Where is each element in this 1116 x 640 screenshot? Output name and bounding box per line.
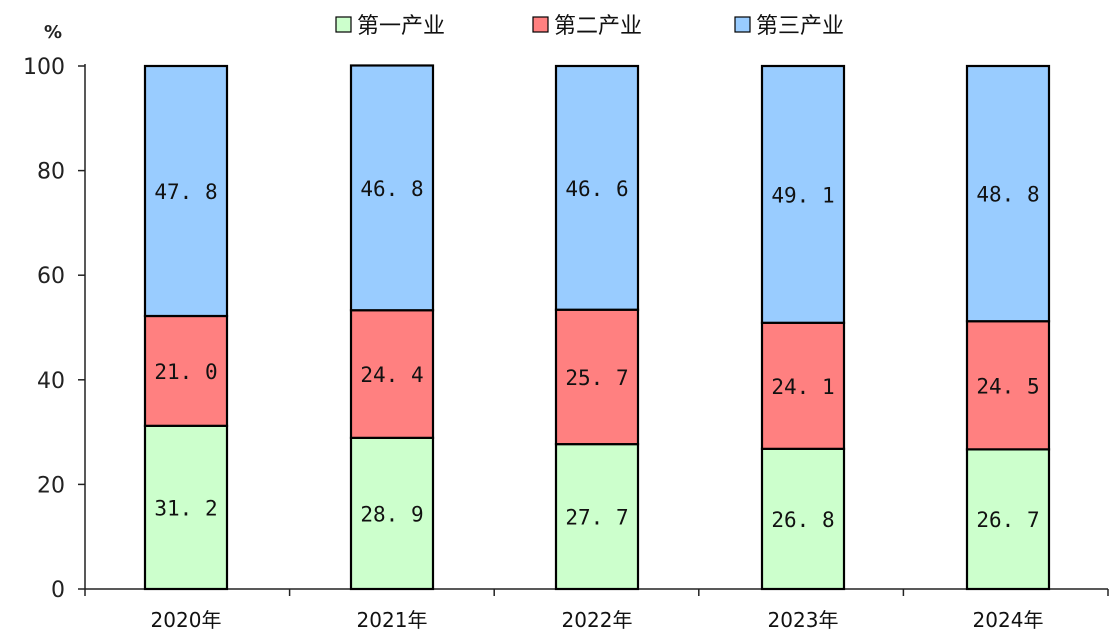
bar-segment bbox=[760, 447, 846, 591]
data-label: 25. 7 bbox=[565, 366, 628, 390]
bar-segment bbox=[760, 64, 846, 324]
bar-segment bbox=[349, 64, 435, 312]
bar-segment bbox=[965, 64, 1051, 323]
data-label: 31. 2 bbox=[154, 496, 217, 520]
y-axis: 0 20 40 60 80 100 bbox=[23, 55, 86, 603]
bar-segment bbox=[554, 308, 640, 446]
data-label: 24. 4 bbox=[360, 363, 423, 387]
data-label: 46. 6 bbox=[565, 177, 628, 201]
bar-segment bbox=[965, 448, 1051, 591]
x-tick-label: 2024年 bbox=[973, 608, 1044, 632]
data-label: 26. 8 bbox=[771, 508, 834, 532]
data-label: 49. 1 bbox=[771, 183, 834, 207]
x-tick-label: 2023年 bbox=[768, 608, 839, 632]
y-tick-label: 60 bbox=[37, 264, 65, 289]
data-label: 47. 8 bbox=[154, 180, 217, 204]
legend-label: 第二产业 bbox=[554, 14, 642, 39]
bar-segment bbox=[349, 309, 435, 439]
data-label: 26. 7 bbox=[976, 508, 1039, 532]
data-label: 28. 9 bbox=[360, 502, 423, 526]
bars: 31. 2 21. 0 47. 8 28. 9 24. 4 46. 8 27. 7 25. 7… bbox=[143, 64, 1051, 591]
x-tick-label: 2022年 bbox=[562, 608, 633, 632]
y-tick-label: 100 bbox=[23, 55, 65, 80]
data-label: 27. 7 bbox=[565, 506, 628, 530]
legend-swatch bbox=[532, 16, 549, 33]
bar-segment bbox=[349, 436, 435, 591]
x-axis: 2020年 2021年 2022年 2023年 2024年 bbox=[84, 588, 1109, 632]
data-label: 48. 8 bbox=[976, 183, 1039, 207]
x-tick-label: 2021年 bbox=[357, 608, 428, 632]
bar-segment bbox=[143, 314, 229, 427]
y-unit-label: % bbox=[44, 22, 62, 43]
x-tick-label: 2020年 bbox=[151, 608, 222, 632]
bar-segment bbox=[965, 320, 1051, 451]
bar-segment bbox=[143, 64, 229, 318]
legend-swatch bbox=[335, 16, 352, 33]
y-tick-label: 40 bbox=[37, 369, 65, 394]
y-tick-label: 80 bbox=[37, 160, 65, 185]
data-label: 21. 0 bbox=[154, 360, 217, 384]
legend-label: 第三产业 bbox=[756, 14, 844, 39]
data-label: 24. 1 bbox=[771, 375, 834, 399]
bar-segment bbox=[554, 443, 640, 591]
legend: 第一产业 第二产业 第三产业 bbox=[335, 14, 844, 39]
data-label: 46. 8 bbox=[360, 177, 423, 201]
bar-segment bbox=[760, 321, 846, 450]
legend-label: 第一产业 bbox=[357, 14, 445, 39]
y-tick-label: 0 bbox=[51, 578, 65, 603]
bar-segment bbox=[554, 64, 640, 311]
y-tick-label: 20 bbox=[37, 473, 65, 498]
bar-segment bbox=[143, 424, 229, 591]
data-label: 24. 5 bbox=[976, 374, 1039, 398]
legend-swatch bbox=[734, 16, 751, 33]
